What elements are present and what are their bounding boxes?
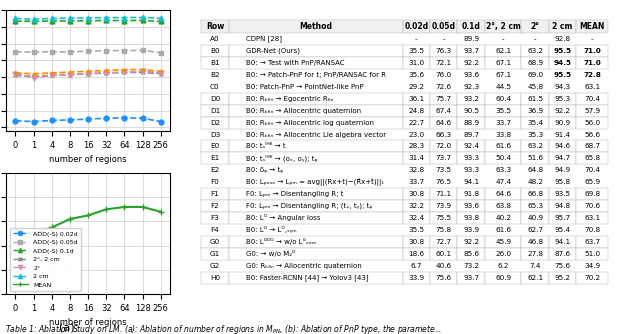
Legend: ADD(-S) 0.02d, ADD(-S) 0.05d, ADD(-S) 0.1d, 2°, 2 cm, 2°, 2 cm, MEAN: ADD(-S) 0.02d, ADD(-S) 0.05d, ADD(-S) 0.… (10, 228, 81, 291)
Text: Table 1: Ablation Study on LM. (a): Ablation of number of regions in $M_{PN}$, (: Table 1: Ablation Study on LM. (a): Abla… (5, 323, 443, 334)
X-axis label: number of regions: number of regions (49, 318, 127, 327)
Text: (a): (a) (60, 323, 75, 333)
X-axis label: number of regions: number of regions (49, 155, 127, 164)
